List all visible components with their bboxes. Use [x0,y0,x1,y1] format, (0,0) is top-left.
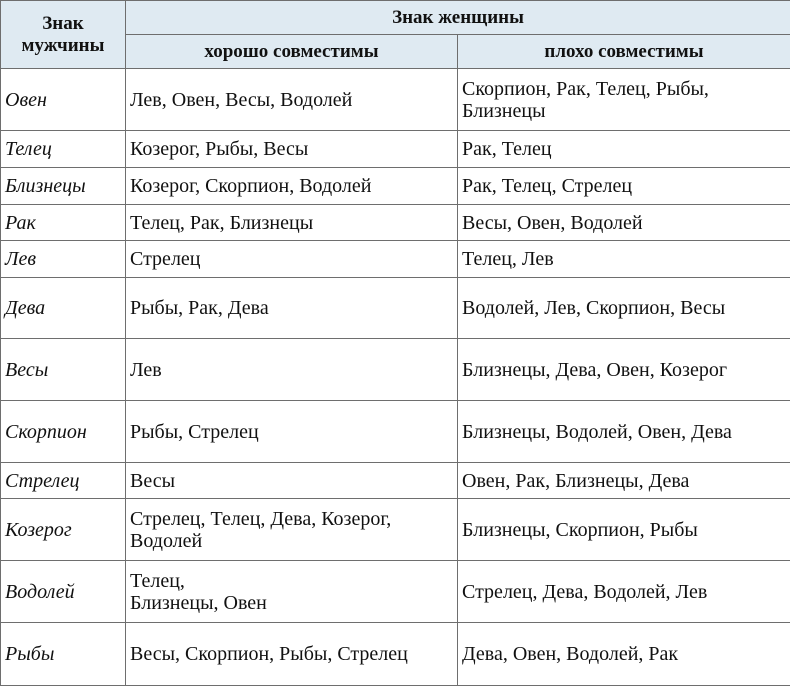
good-compat-cell: Козерог, Скорпион, Водолей [126,168,458,205]
bad-compat-cell: Скорпион, Рак, Телец, Рыбы, Близнецы [458,69,790,131]
good-compat-cell: Телец, Близнецы, Овен [126,561,458,623]
sign-cell: Стрелец [1,463,126,499]
good-compat-cell: Лев, Овен, Весы, Водолей [126,69,458,131]
sign-cell: Лев [1,241,126,278]
sign-cell: Скорпион [1,401,126,463]
good-compat-cell: Козерог, Рыбы, Весы [126,131,458,168]
good-compat-cell: Стрелец, Телец, Дева, Козерог, Водолей [126,499,458,561]
sign-cell: Овен [1,69,126,131]
bad-compat-cell: Близнецы, Водолей, Овен, Дева [458,401,790,463]
sign-cell: Рак [1,205,126,241]
bad-compat-cell: Дева, Овен, Водолей, Рак [458,623,790,686]
bad-compat-cell: Рак, Телец [458,131,790,168]
sign-cell: Весы [1,339,126,401]
man-sign-header: Знак мужчины [1,1,126,69]
good-compat-cell: Лев [126,339,458,401]
sign-cell: Дева [1,278,126,339]
good-compat-cell: Телец, Рак, Близнецы [126,205,458,241]
bad-compat-cell: Рак, Телец, Стрелец [458,168,790,205]
woman-sign-header: Знак женщины [126,1,790,35]
bad-compat-cell: Телец, Лев [458,241,790,278]
bad-compat-cell: Водолей, Лев, Скорпион, Весы [458,278,790,339]
sign-cell: Рыбы [1,623,126,686]
sign-cell: Телец [1,131,126,168]
good-compat-cell: Рыбы, Стрелец [126,401,458,463]
sign-cell: Близнецы [1,168,126,205]
bad-compat-cell: Овен, Рак, Близнецы, Дева [458,463,790,499]
bad-compat-cell: Близнецы, Скорпион, Рыбы [458,499,790,561]
good-compat-cell: Рыбы, Рак, Дева [126,278,458,339]
bad-compat-cell: Стрелец, Дева, Водолей, Лев [458,561,790,623]
good-compat-header: хорошо совместимы [126,35,458,69]
bad-compat-cell: Близнецы, Дева, Овен, Козерог [458,339,790,401]
bad-compat-cell: Весы, Овен, Водолей [458,205,790,241]
good-compat-cell: Стрелец [126,241,458,278]
good-compat-cell: Весы [126,463,458,499]
bad-compat-header: плохо совместимы [458,35,790,69]
sign-cell: Водолей [1,561,126,623]
sign-cell: Козерог [1,499,126,561]
good-compat-cell: Весы, Скорпион, Рыбы, Стрелец [126,623,458,686]
